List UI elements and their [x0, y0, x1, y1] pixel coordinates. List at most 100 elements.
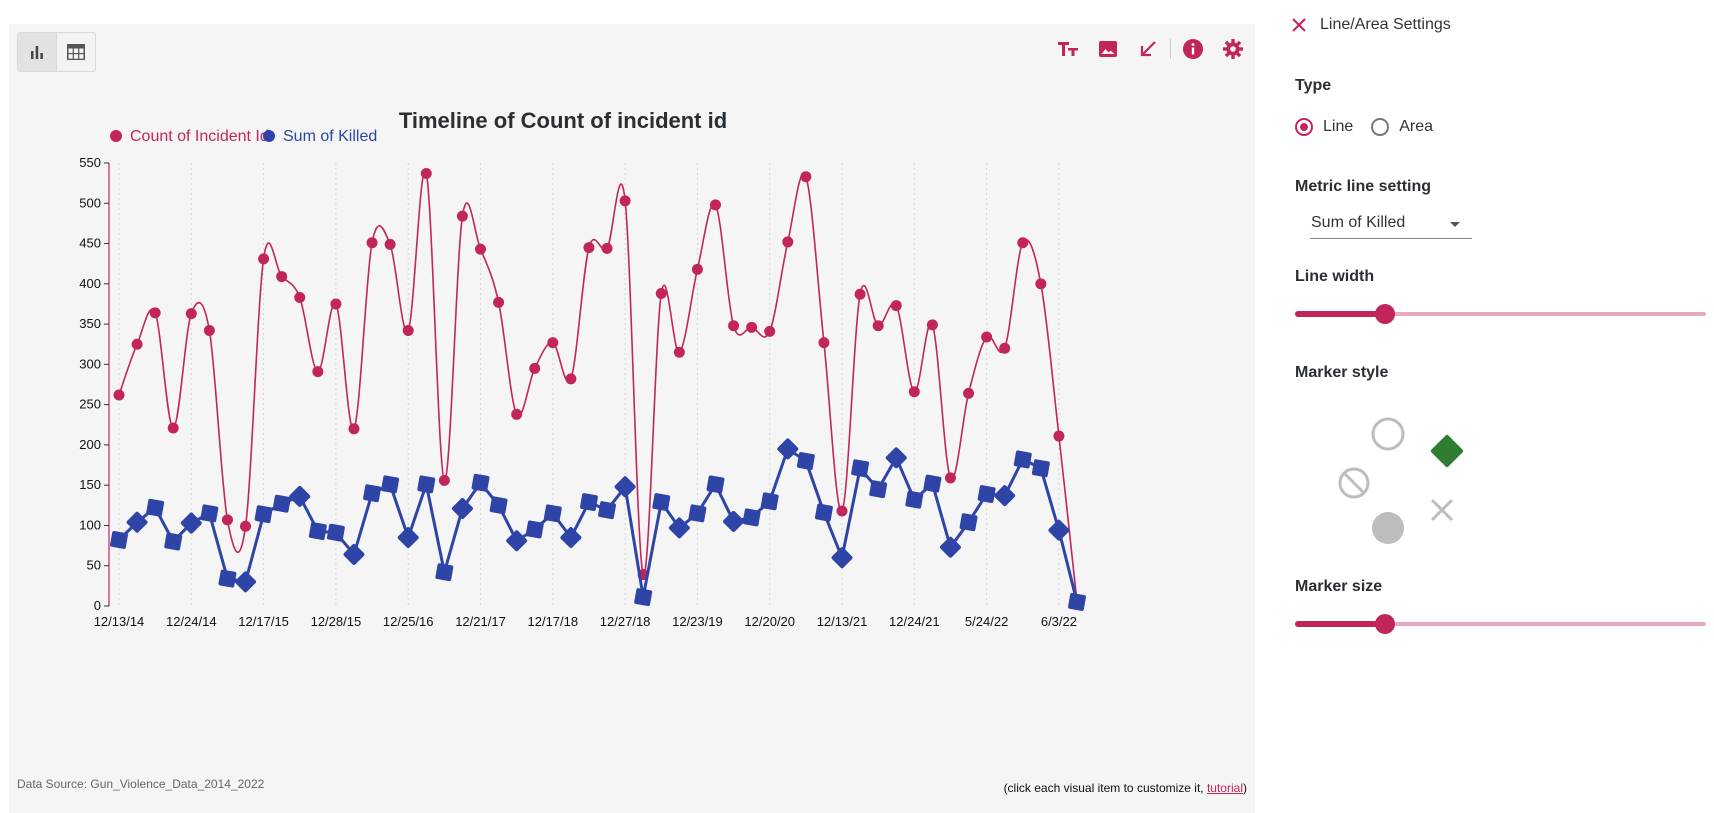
- point-count[interactable]: [583, 242, 595, 254]
- point-count[interactable]: [493, 296, 505, 308]
- point-killed[interactable]: [489, 496, 508, 515]
- point-count[interactable]: [836, 505, 848, 517]
- point-count[interactable]: [655, 287, 667, 299]
- point-killed[interactable]: [543, 504, 563, 523]
- point-killed[interactable]: [272, 494, 291, 513]
- point-count[interactable]: [149, 307, 161, 319]
- point-killed[interactable]: [923, 474, 942, 493]
- point-count[interactable]: [890, 300, 902, 312]
- point-killed[interactable]: [668, 517, 691, 540]
- point-killed[interactable]: [110, 531, 129, 550]
- point-killed[interactable]: [688, 504, 707, 523]
- radio-area[interactable]: [1371, 118, 1390, 136]
- point-count[interactable]: [438, 474, 450, 486]
- point-killed[interactable]: [851, 459, 870, 478]
- legend-marker-killed[interactable]: [263, 130, 275, 142]
- point-count[interactable]: [963, 387, 975, 399]
- point-count[interactable]: [294, 292, 306, 304]
- text-size-button[interactable]: [1048, 37, 1088, 61]
- point-killed[interactable]: [180, 512, 203, 535]
- point-count[interactable]: [511, 408, 523, 420]
- point-killed[interactable]: [505, 529, 528, 552]
- marker-circle-filled-icon[interactable]: [1370, 510, 1406, 546]
- point-killed[interactable]: [796, 452, 816, 471]
- point-count[interactable]: [330, 298, 342, 310]
- point-count[interactable]: [908, 386, 920, 398]
- line-chart[interactable]: Timeline of Count of incident id Count of…: [9, 24, 1255, 764]
- legend-label-killed[interactable]: Sum of Killed: [283, 128, 377, 145]
- point-count[interactable]: [203, 325, 215, 337]
- point-count[interactable]: [240, 520, 252, 532]
- legend-marker-count[interactable]: [110, 130, 122, 142]
- point-killed[interactable]: [993, 484, 1016, 507]
- series-line-killed[interactable]: [117, 447, 1079, 603]
- line-width-slider[interactable]: [1295, 304, 1706, 324]
- point-count[interactable]: [691, 263, 703, 275]
- point-killed[interactable]: [363, 484, 382, 503]
- point-killed[interactable]: [776, 438, 799, 461]
- point-killed[interactable]: [652, 493, 671, 512]
- point-count[interactable]: [673, 346, 685, 358]
- point-count[interactable]: [221, 514, 233, 526]
- point-count[interactable]: [276, 271, 288, 283]
- point-killed[interactable]: [939, 536, 962, 559]
- info-button[interactable]: [1173, 37, 1213, 61]
- point-killed[interactable]: [831, 546, 854, 569]
- point-killed[interactable]: [326, 523, 346, 542]
- point-count[interactable]: [764, 325, 776, 337]
- point-count[interactable]: [926, 319, 938, 331]
- point-count[interactable]: [709, 199, 721, 211]
- point-killed[interactable]: [308, 522, 328, 541]
- point-count[interactable]: [782, 236, 794, 248]
- point-count[interactable]: [366, 237, 378, 249]
- point-count[interactable]: [475, 243, 487, 255]
- point-killed[interactable]: [560, 526, 583, 549]
- point-killed[interactable]: [760, 492, 779, 511]
- table-view-button[interactable]: [56, 33, 95, 71]
- point-count[interactable]: [800, 171, 812, 183]
- marker-diamond-icon[interactable]: [1423, 427, 1471, 475]
- point-count[interactable]: [258, 253, 270, 265]
- point-killed[interactable]: [397, 526, 420, 549]
- point-killed[interactable]: [451, 497, 474, 520]
- marker-cross-icon[interactable]: [1424, 492, 1460, 528]
- point-count[interactable]: [456, 210, 468, 222]
- point-killed[interactable]: [1013, 450, 1033, 469]
- point-killed[interactable]: [471, 473, 490, 492]
- tutorial-link[interactable]: tutorial: [1206, 781, 1243, 795]
- point-killed[interactable]: [580, 493, 599, 512]
- marker-none-icon[interactable]: [1336, 465, 1372, 501]
- point-count[interactable]: [565, 373, 577, 385]
- point-killed[interactable]: [1048, 519, 1071, 542]
- radio-line[interactable]: [1295, 118, 1313, 136]
- close-icon[interactable]: [1290, 16, 1308, 34]
- point-killed[interactable]: [959, 513, 978, 532]
- point-count[interactable]: [547, 337, 559, 349]
- point-count[interactable]: [402, 325, 414, 337]
- point-count[interactable]: [185, 308, 197, 320]
- point-count[interactable]: [619, 195, 631, 207]
- point-count[interactable]: [420, 167, 432, 179]
- point-killed[interactable]: [254, 505, 273, 524]
- point-killed[interactable]: [218, 569, 237, 588]
- radio-line-label[interactable]: Line: [1323, 118, 1354, 135]
- point-killed[interactable]: [146, 498, 165, 517]
- point-count[interactable]: [746, 321, 758, 333]
- point-killed[interactable]: [381, 475, 400, 494]
- point-count[interactable]: [944, 472, 956, 484]
- point-count[interactable]: [1017, 237, 1029, 249]
- export-image-button[interactable]: [1088, 37, 1128, 61]
- point-count[interactable]: [312, 366, 324, 378]
- point-count[interactable]: [348, 423, 360, 435]
- point-count[interactable]: [384, 238, 396, 250]
- point-count[interactable]: [872, 320, 884, 332]
- point-count[interactable]: [167, 422, 179, 434]
- point-killed[interactable]: [525, 520, 544, 539]
- point-count[interactable]: [854, 288, 866, 300]
- point-count[interactable]: [131, 338, 143, 350]
- point-count[interactable]: [601, 242, 613, 254]
- slider-thumb[interactable]: [1375, 304, 1396, 324]
- point-killed[interactable]: [164, 532, 183, 551]
- collapse-button[interactable]: [1128, 37, 1168, 61]
- point-killed[interactable]: [905, 490, 924, 509]
